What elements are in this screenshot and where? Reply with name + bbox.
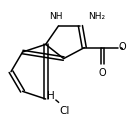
Text: O: O (98, 68, 106, 78)
Text: O: O (119, 42, 127, 52)
Text: NH₂: NH₂ (88, 12, 105, 21)
Text: NH: NH (49, 12, 63, 21)
Text: H: H (47, 91, 55, 101)
Text: Cl: Cl (60, 106, 70, 116)
